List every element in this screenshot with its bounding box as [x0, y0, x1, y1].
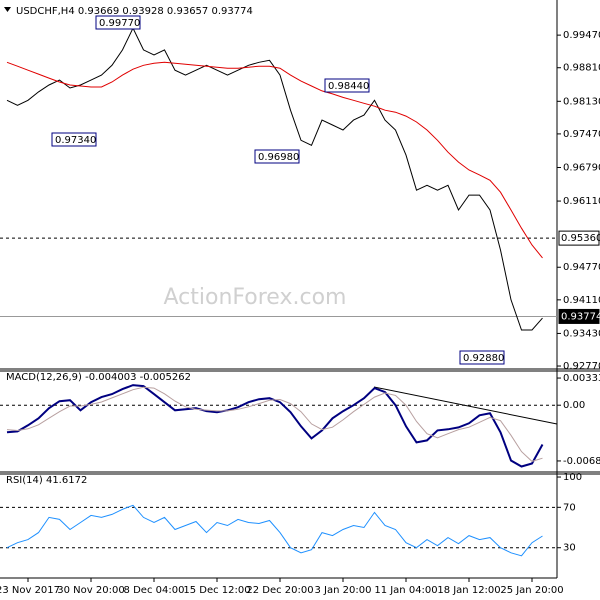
annotation-box	[254, 149, 300, 164]
annotation: 0.98440	[328, 81, 369, 92]
watermark: ActionForex.com	[164, 285, 347, 310]
y-tick-label: 0.003335	[563, 373, 600, 384]
y-tick-label: 70	[563, 502, 576, 513]
y-tick-label: 100	[563, 472, 582, 483]
annotation-box	[324, 78, 370, 93]
x-tick-label: 25 Jan 20:00	[500, 585, 563, 596]
annotation: 0.96980	[258, 152, 299, 163]
trend-line	[373, 386, 558, 425]
price-tag	[558, 230, 600, 246]
menu-icon	[4, 7, 11, 12]
annotation-box	[459, 350, 505, 365]
panel-title: RSI(14) 41.6172	[6, 475, 87, 486]
price-tag-label: 0.93774	[561, 311, 600, 322]
y-tick-label: -0.006843	[563, 456, 600, 467]
annotation: 0.99770	[99, 18, 140, 29]
x-tick-label: 22 Dec 20:00	[246, 585, 313, 596]
annotation-box	[51, 132, 97, 147]
price-tag-label: 0.95360	[561, 233, 600, 244]
x-tick-label: 3 Jan 20:00	[315, 585, 372, 596]
x-tick-label: 11 Jan 04:00	[374, 585, 437, 596]
panel-title: USDCHF,H4 0.93669 0.93928 0.93657 0.9377…	[16, 6, 253, 17]
series-line	[6, 386, 543, 462]
annotation-box	[95, 15, 141, 30]
price-tag	[558, 308, 600, 324]
series-line	[6, 61, 543, 259]
panel-title: MACD(12,26,9) -0.004003 -0.005262	[6, 372, 191, 383]
annotation: 0.97340	[55, 135, 96, 146]
x-tick-label: 15 Dec 12:00	[183, 585, 250, 596]
annotation: 0.92880	[463, 353, 504, 364]
x-tick-label: 23 Nov 2017	[0, 585, 60, 596]
x-tick-label: 18 Jan 12:00	[437, 585, 500, 596]
x-tick-label: 30 Nov 20:00	[57, 585, 124, 596]
series-line	[6, 504, 543, 557]
x-tick-label: 8 Dec 04:00	[124, 585, 185, 596]
y-tick-label: 30	[563, 543, 576, 554]
y-tick-label: 0.00	[563, 400, 585, 411]
